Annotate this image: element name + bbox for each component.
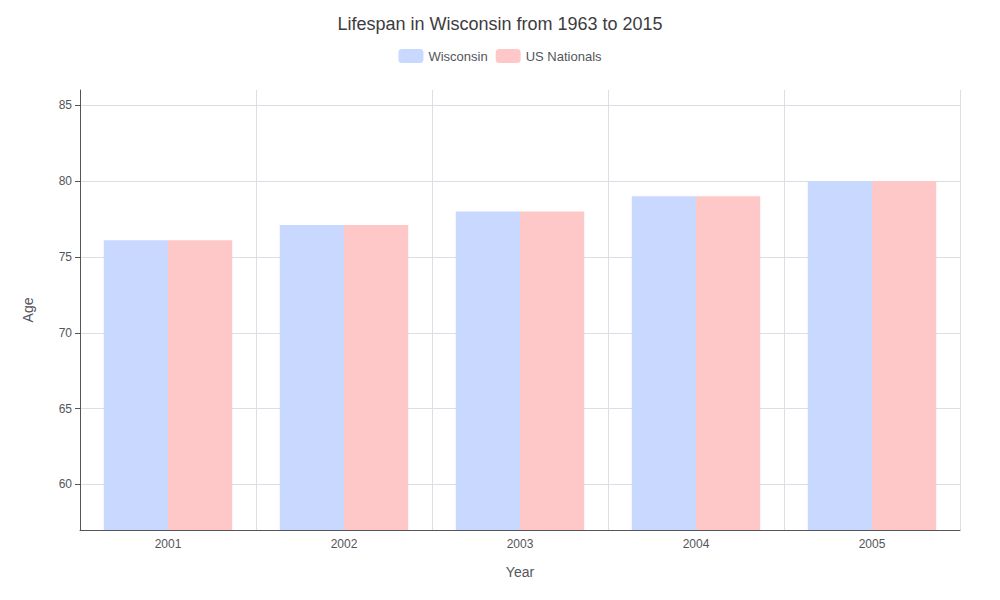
svg-text:2001: 2001 [155, 537, 182, 551]
svg-text:Wisconsin: Wisconsin [428, 49, 487, 64]
svg-text:Lifespan in Wisconsin from 196: Lifespan in Wisconsin from 1963 to 2015 [337, 14, 662, 34]
svg-text:60: 60 [59, 477, 73, 491]
svg-text:Year: Year [506, 564, 535, 580]
svg-text:70: 70 [59, 326, 73, 340]
svg-text:2003: 2003 [507, 537, 534, 551]
svg-text:US Nationals: US Nationals [526, 49, 602, 64]
svg-text:65: 65 [59, 402, 73, 416]
svg-text:2004: 2004 [683, 537, 710, 551]
svg-text:Age: Age [20, 297, 36, 322]
svg-text:2005: 2005 [859, 537, 886, 551]
svg-text:80: 80 [59, 174, 73, 188]
svg-text:2002: 2002 [331, 537, 358, 551]
svg-text:75: 75 [59, 250, 73, 264]
svg-text:85: 85 [59, 98, 73, 112]
